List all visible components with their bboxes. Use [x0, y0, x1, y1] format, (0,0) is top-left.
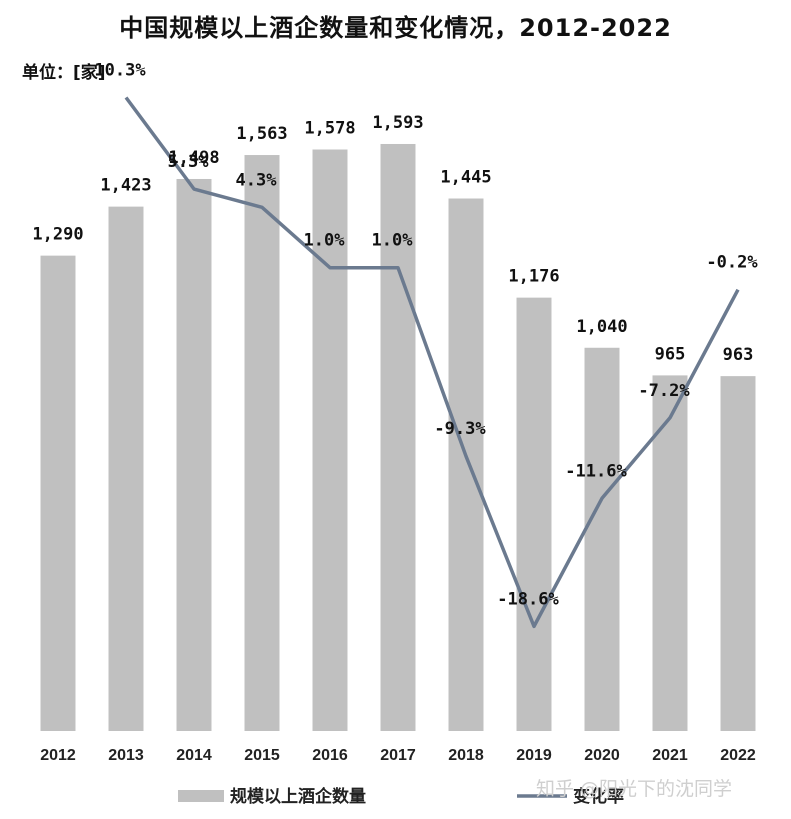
rate-line [124, 96, 740, 629]
bar-2014 [176, 178, 212, 731]
bar-value-label-2022: 963 [723, 345, 754, 365]
x-tick-label-2012: 2012 [40, 747, 76, 764]
x-tick-label-2022: 2022 [720, 747, 756, 764]
labels-layer: 1,290 1,423 1,498 1,563 1,578 1,593 1,445 1,176… [32, 61, 758, 610]
legend-swatch-bars [178, 790, 224, 802]
bar-2016 [312, 149, 348, 731]
x-tick-label-2017: 2017 [380, 747, 416, 764]
rate-label-2022: -0.2% [706, 253, 758, 273]
bar-value-label-2013: 1,423 [100, 176, 151, 196]
x-tick-label-2018: 2018 [448, 747, 484, 764]
x-tick-label-2019: 2019 [516, 747, 552, 764]
bar-value-label-2014: 1,498 [168, 148, 219, 168]
line-layer [124, 96, 740, 629]
chart-title: 中国规模以上酒企数量和变化情况，2012-2022 [119, 14, 672, 42]
bar-2018 [448, 198, 484, 731]
watermark-text: 知乎 @阳光下的沈同学 [536, 778, 732, 800]
bar-value-label-2019: 1,176 [508, 267, 559, 287]
x-tick-label-2021: 2021 [652, 747, 688, 764]
legend: 规模以上酒企数量 变化率 [178, 786, 624, 807]
x-tick-label-2015: 2015 [244, 747, 280, 764]
bar-2013 [108, 206, 144, 731]
rate-label-2016: 1.0% [304, 231, 346, 251]
bar-2017 [380, 143, 416, 732]
bar-value-label-2015: 1,563 [236, 124, 287, 144]
unit-label: 单位：[家] [22, 63, 106, 83]
rate-label-2017: 1.0% [372, 231, 414, 251]
rate-label-2013: 10.3% [94, 61, 146, 81]
bar-2020 [584, 347, 620, 731]
bar-2012 [40, 255, 76, 731]
bar-value-label-2017: 1,593 [372, 113, 423, 133]
bars-layer [40, 143, 756, 732]
legend-label-line: 变化率 [573, 786, 624, 807]
rate-label-2021: -7.2% [638, 381, 690, 401]
rate-label-2015: 4.3% [236, 170, 278, 190]
bar-value-label-2016: 1,578 [304, 119, 355, 139]
x-tick-label-2013: 2013 [108, 747, 144, 764]
bar-2022 [720, 376, 756, 731]
legend-label-bars: 规模以上酒企数量 [230, 786, 366, 807]
x-tick-label-2014: 2014 [176, 747, 212, 764]
bar-value-label-2020: 1,040 [576, 317, 627, 337]
x-tick-label-2016: 2016 [312, 747, 348, 764]
bar-2019 [516, 297, 552, 731]
rate-label-2018: -9.3% [434, 419, 486, 439]
rate-label-2019: -18.6% [497, 589, 559, 609]
x-tick-label-2020: 2020 [584, 747, 620, 764]
x-axis: 2012 2013 2014 2015 2016 2017 2018 2019 2020 2021… [40, 747, 756, 764]
bar-2021 [652, 375, 688, 731]
rate-label-2020: -11.6% [565, 461, 627, 481]
bar-value-label-2018: 1,445 [440, 168, 491, 188]
bar-value-label-2012: 1,290 [32, 225, 83, 245]
bar-value-label-2021: 965 [655, 344, 686, 364]
rate-label-2014: 5.3% [168, 152, 210, 172]
bar-2015 [244, 155, 280, 732]
